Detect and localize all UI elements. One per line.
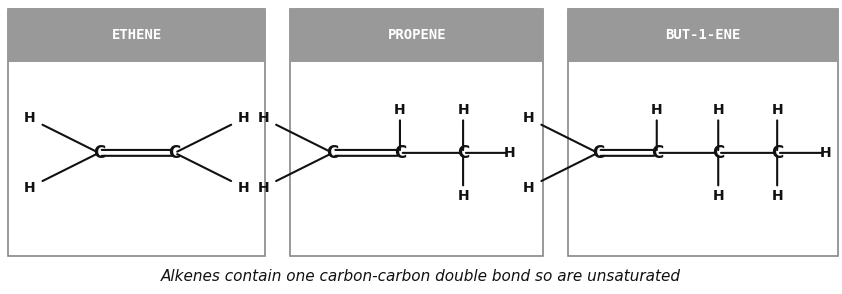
- Text: C: C: [457, 144, 469, 162]
- Text: H: H: [394, 103, 406, 117]
- Text: Alkenes contain one carbon-carbon double bond so are unsaturated: Alkenes contain one carbon-carbon double…: [161, 269, 681, 284]
- Text: C: C: [712, 144, 724, 162]
- Text: C: C: [327, 144, 338, 162]
- Text: H: H: [651, 103, 663, 117]
- FancyBboxPatch shape: [8, 9, 265, 256]
- Text: H: H: [504, 146, 515, 160]
- Text: C: C: [771, 144, 783, 162]
- FancyBboxPatch shape: [290, 9, 543, 256]
- Text: H: H: [258, 111, 269, 125]
- Text: H: H: [712, 103, 724, 117]
- Text: H: H: [771, 103, 783, 117]
- FancyBboxPatch shape: [8, 9, 265, 62]
- Text: H: H: [457, 188, 469, 203]
- Text: H: H: [523, 181, 535, 195]
- Text: PROPENE: PROPENE: [387, 28, 446, 42]
- Text: H: H: [238, 181, 249, 195]
- Text: H: H: [258, 181, 269, 195]
- Text: C: C: [592, 144, 604, 162]
- FancyBboxPatch shape: [290, 9, 543, 62]
- Text: C: C: [394, 144, 406, 162]
- Text: C: C: [651, 144, 663, 162]
- Text: H: H: [712, 188, 724, 203]
- Text: H: H: [523, 111, 535, 125]
- Text: H: H: [457, 103, 469, 117]
- Text: H: H: [819, 146, 831, 160]
- Text: BUT-1-ENE: BUT-1-ENE: [665, 28, 741, 42]
- Text: H: H: [238, 111, 249, 125]
- FancyBboxPatch shape: [568, 9, 838, 256]
- Text: C: C: [168, 144, 181, 162]
- Text: C: C: [93, 144, 105, 162]
- Text: ETHENE: ETHENE: [112, 28, 162, 42]
- Text: H: H: [24, 181, 35, 195]
- Text: H: H: [24, 111, 35, 125]
- Text: H: H: [771, 188, 783, 203]
- FancyBboxPatch shape: [568, 9, 838, 62]
